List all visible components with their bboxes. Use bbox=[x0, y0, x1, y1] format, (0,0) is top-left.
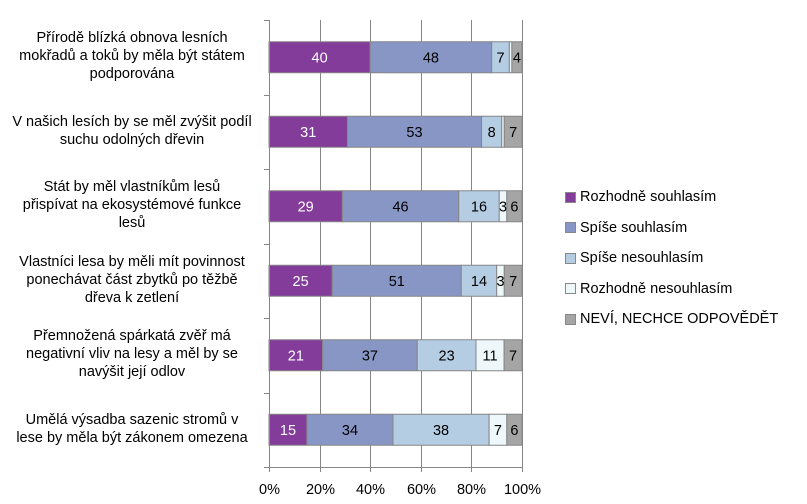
x-tick-labels: 0% 20% 40% 60% 80% 100% bbox=[259, 482, 541, 498]
data-label: 6 bbox=[510, 423, 518, 439]
x-tick-label: 80% bbox=[457, 482, 486, 498]
bar-segment bbox=[268, 413, 308, 446]
data-label: 46 bbox=[392, 199, 408, 215]
legend-swatch bbox=[565, 313, 576, 325]
bar-segment bbox=[268, 41, 371, 74]
bar-segment bbox=[341, 190, 460, 223]
category-label: V našich lesích by se měl zvýšit podíl su… bbox=[12, 113, 252, 148]
data-label: 51 bbox=[389, 274, 405, 290]
data-label: 25 bbox=[293, 274, 309, 290]
legend-label: Spíše nesouhlasím bbox=[580, 250, 704, 267]
data-label: 4 bbox=[513, 50, 521, 66]
legend-label: Rozhodně souhlasím bbox=[580, 189, 717, 206]
data-label: 15 bbox=[280, 423, 296, 439]
data-label: 48 bbox=[423, 50, 439, 66]
data-label: 6 bbox=[510, 199, 518, 215]
bar-segment bbox=[369, 41, 493, 74]
legend-item: NEVÍ, NECHCE ODPOVĚDĚT bbox=[565, 304, 778, 335]
legend-swatch bbox=[565, 283, 576, 295]
data-label: 37 bbox=[362, 348, 378, 364]
data-label: 31 bbox=[300, 125, 316, 141]
legend-label: Spíše souhlasím bbox=[580, 219, 688, 236]
data-label: 23 bbox=[439, 348, 455, 364]
data-label: 7 bbox=[494, 423, 502, 439]
legend-swatch bbox=[565, 222, 576, 234]
bar-segment bbox=[511, 41, 523, 74]
data-label: 3 bbox=[499, 199, 507, 215]
data-label: 29 bbox=[298, 199, 314, 215]
data-label: 40 bbox=[312, 50, 328, 66]
x-tick-label: 60% bbox=[407, 482, 436, 498]
bar-segment bbox=[268, 115, 348, 148]
x-tick-label: 40% bbox=[356, 482, 385, 498]
bar-segment bbox=[458, 190, 500, 223]
data-label: 53 bbox=[406, 125, 422, 141]
data-label: 7 bbox=[509, 125, 517, 141]
data-label: 34 bbox=[342, 423, 358, 439]
data-label: 7 bbox=[509, 274, 517, 290]
data-label: 21 bbox=[288, 348, 304, 364]
bar-segment bbox=[503, 264, 523, 297]
bar-segment bbox=[331, 264, 462, 297]
data-label: 3 bbox=[496, 274, 504, 290]
legend-item: Rozhodně souhlasím bbox=[565, 182, 778, 213]
legend-item: Spíše nesouhlasím bbox=[565, 243, 778, 274]
data-label: 38 bbox=[433, 423, 449, 439]
data-label: 14 bbox=[471, 274, 487, 290]
x-tick-label: 100% bbox=[504, 482, 541, 498]
legend-swatch bbox=[565, 252, 576, 264]
legend-item: Rozhodně nesouhlasím bbox=[565, 274, 778, 305]
bar-segment bbox=[268, 190, 343, 223]
legend-item: Spíše souhlasím bbox=[565, 213, 778, 244]
bar-segment bbox=[306, 413, 394, 446]
bar-segment bbox=[503, 339, 523, 372]
data-label: 16 bbox=[471, 199, 487, 215]
bar-segment bbox=[506, 413, 523, 446]
data-label: 11 bbox=[483, 348, 498, 364]
bar-segment bbox=[475, 339, 505, 372]
legend-label: Rozhodně nesouhlasím bbox=[580, 280, 733, 297]
legend-swatch bbox=[565, 191, 576, 203]
category-label: Vlastníci lesa by měli mít povinnost pone… bbox=[19, 253, 245, 306]
bar-segment bbox=[416, 339, 477, 372]
category-label: Stát by měl vlastníkům lesů přispívat na … bbox=[22, 179, 242, 232]
data-label: 7 bbox=[496, 50, 504, 66]
bar-segment bbox=[460, 264, 498, 297]
x-tick-label: 0% bbox=[259, 482, 280, 498]
axes bbox=[264, 20, 523, 472]
data-label: 8 bbox=[488, 125, 496, 141]
gridlines bbox=[320, 20, 523, 467]
bars: 40 48 7 431 53 8 729 46 16 3 625 51 14 3 721 37 23 11 715 3… bbox=[268, 41, 523, 446]
legend-label: NEVÍ, NECHCE ODPOVĚDĚT bbox=[580, 311, 779, 328]
category-label: Přírodě blízká obnova lesních mokřadů a t… bbox=[19, 30, 245, 83]
category-label: Umělá výsadba sazenic stromů v lese by mě… bbox=[16, 411, 248, 446]
x-tick-label: 20% bbox=[306, 482, 335, 498]
data-label: 7 bbox=[509, 348, 517, 364]
bar-segment bbox=[503, 115, 523, 148]
legend: Rozhodně souhlasím Spíše souhlasím Spíše n… bbox=[565, 182, 778, 335]
bar-segment bbox=[506, 190, 523, 223]
category-label: Přemnožená spárkatá zvěř má negativní vli… bbox=[26, 328, 238, 381]
bar-segment bbox=[268, 339, 324, 372]
